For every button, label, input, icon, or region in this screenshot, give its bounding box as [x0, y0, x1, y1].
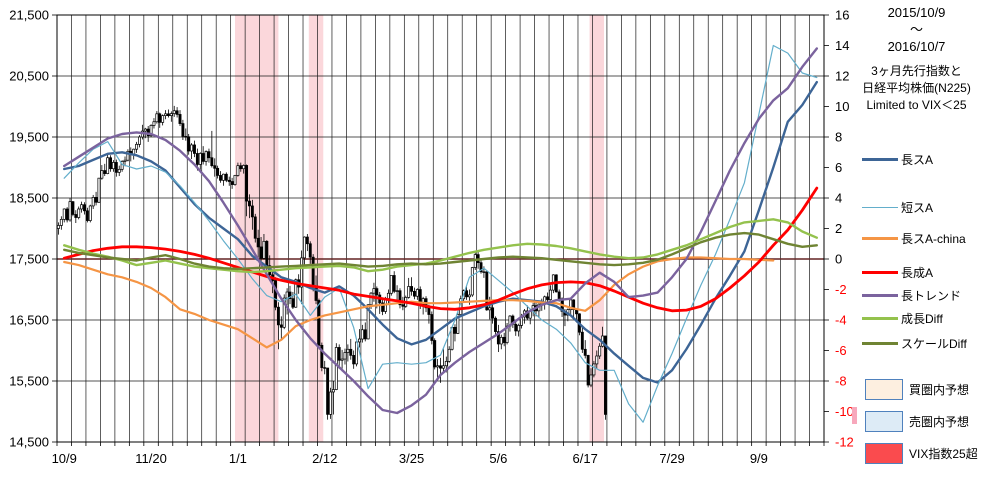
svg-text:-10: -10 [835, 404, 854, 419]
svg-text:11/20: 11/20 [135, 451, 167, 466]
title-date-to: 2016/10/7 [887, 39, 946, 54]
svg-text:10: 10 [835, 99, 849, 114]
legend-line-swatch [862, 316, 898, 320]
legend-label: 長トレンド [901, 288, 962, 303]
svg-text:17,500: 17,500 [9, 252, 49, 267]
svg-text:14: 14 [835, 38, 849, 53]
svg-text:-2: -2 [835, 282, 847, 297]
legend-line-swatch [862, 236, 898, 240]
svg-text:21,500: 21,500 [9, 8, 49, 23]
svg-text:20,500: 20,500 [9, 69, 49, 84]
legend-label: 長スA-china [901, 231, 966, 246]
legend-item-naga-su-a-china: 長スA-china [862, 230, 966, 246]
svg-text:4: 4 [835, 191, 842, 206]
svg-text:-4: -4 [835, 313, 847, 328]
svg-text:2/12: 2/12 [312, 451, 337, 466]
legend-label: 長スA [901, 152, 934, 167]
svg-text:-12: -12 [835, 435, 854, 450]
svg-text:15,500: 15,500 [9, 374, 49, 389]
svg-text:6/17: 6/17 [573, 451, 598, 466]
title-subtitle-1: 3ヶ月先行指数と [871, 64, 962, 78]
legend-line-swatch [862, 341, 898, 345]
svg-text:7/29: 7/29 [659, 451, 684, 466]
legend-line-swatch [862, 293, 898, 297]
svg-text:16: 16 [835, 8, 849, 23]
title-subtitle-3: Limited to VIX＜25 [866, 98, 967, 112]
legend-label: 短スA [901, 200, 934, 215]
svg-text:18,500: 18,500 [9, 191, 49, 206]
svg-text:16,500: 16,500 [9, 313, 49, 328]
svg-text:12: 12 [835, 69, 849, 84]
legend-line-swatch [862, 206, 898, 208]
svg-text:9/9: 9/9 [750, 451, 768, 466]
svg-text:3/25: 3/25 [399, 451, 424, 466]
legend-item-naga-trend: 長トレンド [862, 287, 961, 303]
title-date-from: 2015/10/9 [887, 5, 946, 20]
legend-label: スケールDiff [901, 336, 967, 351]
svg-text:8: 8 [835, 130, 842, 145]
legend-item-seicho-diff: 成長Diff [862, 310, 943, 326]
svg-text:0: 0 [835, 252, 842, 267]
chart-title-block: 2015/10/9 ～ 2016/10/7 3ヶ月先行指数と 日経平均株価(N2… [853, 4, 980, 114]
legend-line-swatch [862, 270, 898, 274]
svg-text:-8: -8 [835, 374, 847, 389]
legend-label: VIX指数25超 [909, 447, 978, 461]
svg-text:5/6: 5/6 [489, 451, 507, 466]
title-subtitle-2: 日経平均株価(N225) [862, 81, 971, 95]
legend-label: 成長Diff [901, 311, 943, 326]
svg-text:19,500: 19,500 [9, 130, 49, 145]
legend-label: 買圏内予想 [909, 383, 970, 397]
legend-item-naga-su-a: 長スA [862, 151, 933, 167]
legend-area-vix-over-25: VIX指数25超 [865, 443, 978, 464]
svg-text:14,500: 14,500 [9, 435, 49, 450]
legend-area-sell-zone: 売圏内予想 [865, 411, 969, 432]
legend-item-tan-su-a: 短スA [862, 199, 933, 215]
title-gap [853, 55, 980, 63]
legend-item-naga-sei-a: 長成A [862, 264, 933, 280]
svg-text:2: 2 [835, 221, 842, 236]
legend-line-swatch [862, 157, 898, 161]
legend-box-swatch [865, 379, 903, 400]
legend-item-scale-diff: スケールDiff [862, 335, 967, 351]
svg-text:1/1: 1/1 [229, 451, 247, 466]
legend-label: 売圏内予想 [909, 415, 970, 429]
svg-text:10/9: 10/9 [52, 451, 77, 466]
legend-label: 長成A [901, 265, 934, 280]
legend-box-swatch [865, 411, 903, 432]
svg-text:6: 6 [835, 160, 842, 175]
legend-area-buy-zone: 買圏内予想 [865, 379, 969, 400]
title-tilde: ～ [909, 22, 923, 37]
vix-current-marker [852, 407, 857, 424]
legend-box-swatch [865, 443, 903, 464]
svg-text:-6: -6 [835, 343, 847, 358]
